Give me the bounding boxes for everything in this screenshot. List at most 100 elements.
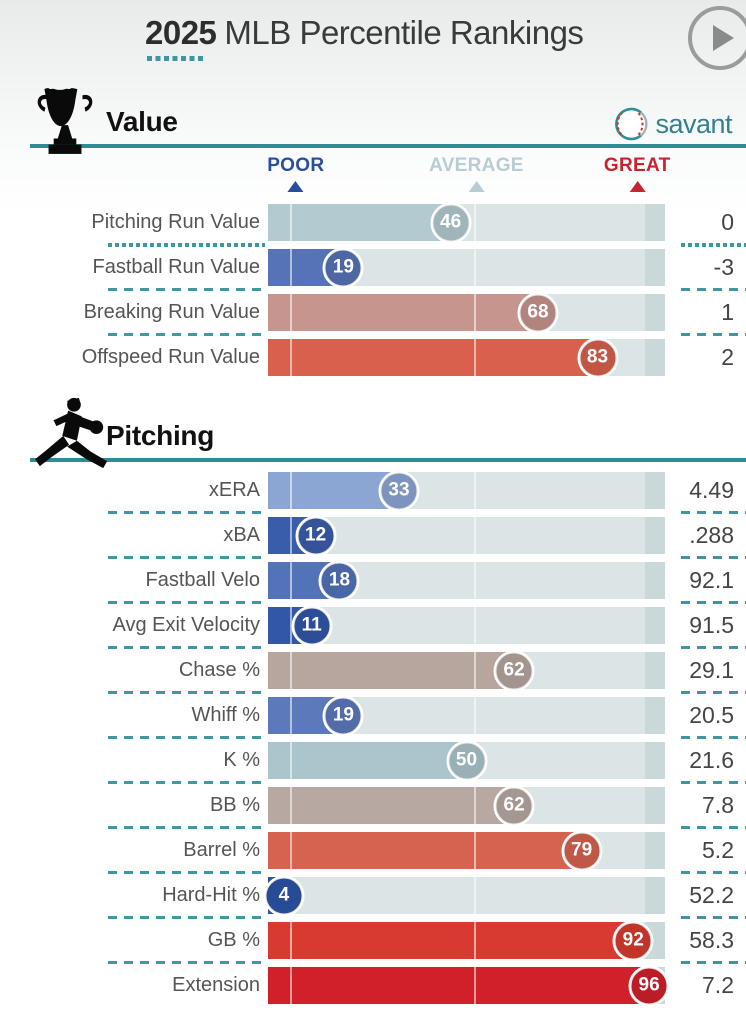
stat-label: Offspeed Run Value: [81, 346, 260, 368]
percentile-bar[interactable]: 62: [268, 785, 665, 826]
percentile-bar[interactable]: 68: [268, 292, 665, 333]
stat-value: 2: [721, 344, 734, 370]
percentile-circle[interactable]: 11: [291, 605, 333, 646]
gridline-average: [474, 832, 477, 869]
percentile-bar[interactable]: 46: [268, 202, 665, 243]
value-section-header: Value savant: [0, 76, 746, 154]
stat-value: 58.3: [689, 927, 734, 953]
savant-logo-link[interactable]: savant: [612, 106, 732, 142]
percentile-circle[interactable]: 12: [295, 515, 337, 556]
percentile-circle[interactable]: 62: [493, 650, 535, 691]
gridline-average: [474, 607, 477, 644]
scale-marker-poor: POOR: [267, 155, 324, 192]
stat-value: 29.1: [689, 657, 734, 683]
percentile-fill: [268, 204, 451, 241]
percentile-bar[interactable]: 62: [268, 650, 665, 691]
stat-row: Fastball Run Value 19 -3: [0, 245, 746, 290]
percentile-circle[interactable]: 33: [378, 470, 420, 511]
stat-value: 7.2: [702, 972, 734, 998]
percentile-fill: [268, 832, 582, 869]
gridline-poor: [289, 652, 292, 689]
percentile-number: 19: [332, 256, 354, 278]
percentile-number: 62: [503, 659, 525, 681]
percentile-number: 79: [571, 839, 593, 861]
percentile-bar[interactable]: 19: [268, 247, 665, 288]
stat-label: Hard-Hit %: [162, 884, 260, 906]
stat-label: K %: [223, 749, 260, 771]
stat-value: 91.5: [689, 612, 734, 638]
percentile-circle[interactable]: 92: [612, 920, 654, 961]
stat-row: Pitching Run Value 46 0: [0, 200, 746, 245]
great-triangle-icon: [629, 181, 646, 192]
percentile-circle[interactable]: 4: [263, 875, 305, 916]
percentile-circle[interactable]: 96: [628, 965, 670, 1006]
stat-row: Chase % 62 29.1: [0, 648, 746, 693]
percentile-bar[interactable]: 83: [268, 337, 665, 378]
title-text: MLB Percentile Rankings: [224, 14, 584, 51]
track-end-segment: [645, 832, 665, 869]
percentile-number: 83: [586, 346, 609, 368]
percentile-bar[interactable]: 18: [268, 560, 665, 601]
percentile-number: 19: [332, 704, 354, 726]
percentile-bar[interactable]: 33: [268, 470, 665, 511]
gridline-poor: [289, 204, 292, 241]
percentile-circle[interactable]: 19: [322, 247, 364, 288]
gridline-average: [474, 697, 477, 734]
percentile-bar[interactable]: 50: [268, 740, 665, 781]
percentile-circle[interactable]: 79: [561, 830, 603, 871]
percentile-circle[interactable]: 46: [430, 202, 472, 243]
gridline-poor: [289, 697, 292, 734]
percentile-bar[interactable]: 11: [268, 605, 665, 646]
gridline-poor: [289, 339, 292, 376]
percentile-circle[interactable]: 18: [318, 560, 360, 601]
stat-row: Barrel % 79 5.2: [0, 828, 746, 873]
stat-row: GB % 92 58.3: [0, 918, 746, 963]
stat-label: GB %: [207, 929, 260, 951]
percentile-bar[interactable]: 4: [263, 875, 665, 916]
stat-row: Breaking Run Value 68 1: [0, 290, 746, 335]
pitcher-icon: [32, 395, 114, 476]
percentile-circle[interactable]: 83: [577, 337, 618, 378]
percentile-circle[interactable]: 62: [493, 785, 535, 826]
percentile-circle[interactable]: 50: [446, 740, 487, 781]
stat-row: Extension 96 7.2: [0, 963, 746, 1008]
stat-row: Fastball Velo 18 92.1: [0, 558, 746, 603]
percentile-bar[interactable]: 96: [268, 965, 670, 1006]
stat-label: Barrel %: [183, 839, 260, 861]
stat-label: xBA: [223, 524, 260, 546]
percentile-bar[interactable]: 19: [268, 695, 665, 736]
percentile-fill: [268, 294, 538, 331]
poor-label: POOR: [267, 155, 325, 176]
gridline-poor: [289, 562, 292, 599]
percentile-fill: [268, 922, 634, 959]
percentile-bar[interactable]: 79: [268, 830, 665, 871]
gridline-poor: [289, 472, 292, 509]
pitching-rows: xERA 33 4.49 xBA 12 .288 Fastball Velo 1…: [0, 468, 746, 1008]
stat-label: Extension: [172, 974, 260, 996]
scale-marker-average: AVERAGE: [429, 155, 524, 192]
percentile-bar[interactable]: 12: [268, 515, 665, 556]
stat-value: 52.2: [689, 882, 734, 908]
gridline-average: [474, 922, 477, 959]
percentile-circle[interactable]: 68: [517, 292, 559, 333]
stat-label: Breaking Run Value: [83, 301, 260, 323]
percentile-bar[interactable]: 92: [268, 920, 665, 961]
percentile-number: 4: [278, 884, 290, 906]
percentile-fill: [268, 742, 467, 779]
track-end-segment: [645, 607, 665, 644]
value-section-title: Value: [106, 106, 178, 137]
track-end-segment: [645, 877, 665, 914]
gridline-average: [474, 562, 477, 599]
stat-value: -3: [713, 254, 734, 280]
percentile-circle[interactable]: 19: [322, 695, 364, 736]
section-pitching: Pitching xERA 33 4.49 xBA 12 .288 Fastba…: [0, 380, 746, 1008]
stat-value: 92.1: [689, 567, 734, 593]
play-button[interactable]: [688, 6, 746, 70]
average-label: AVERAGE: [429, 155, 524, 176]
page-title: 2025 MLB Percentile Rankings: [145, 14, 584, 52]
track-end-segment: [645, 787, 665, 824]
stat-value: 5.2: [702, 837, 734, 863]
percentile-number: 46: [440, 211, 462, 233]
gridline-poor: [289, 249, 292, 286]
